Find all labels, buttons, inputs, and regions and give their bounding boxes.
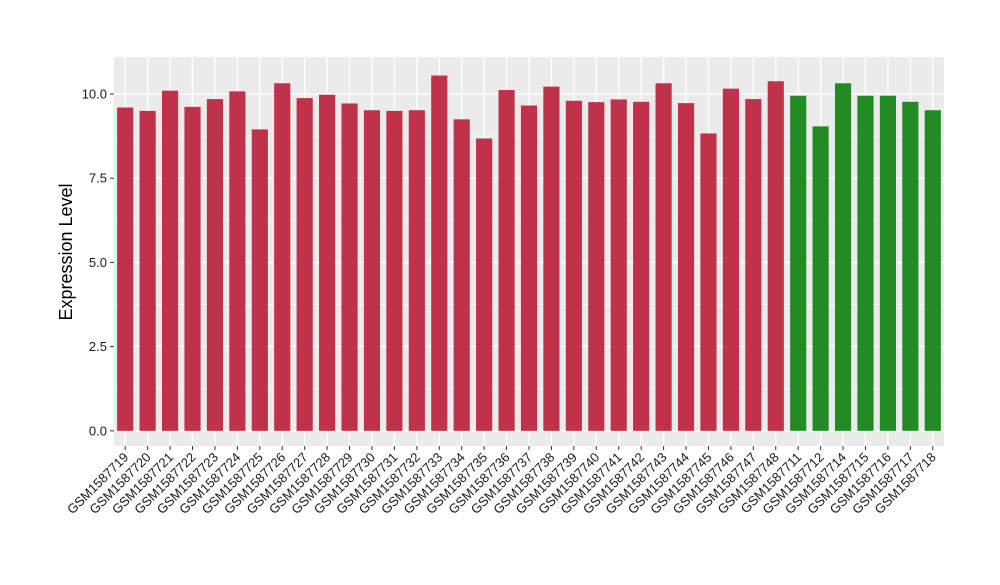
- bar-GSM1587727: [296, 98, 313, 431]
- bar-GSM1587744: [677, 103, 695, 431]
- bar-GSM1587729: [341, 103, 358, 431]
- bar-GSM1587742: [633, 101, 650, 431]
- bar-GSM1587748: [767, 81, 784, 431]
- y-tick-label: 10.0: [82, 87, 107, 102]
- y-tick-label: 0.0: [89, 423, 107, 438]
- bar-GSM1587741: [610, 99, 627, 431]
- bar-GSM1587717: [902, 101, 919, 431]
- bar-GSM1587734: [453, 119, 470, 431]
- bar-GSM1587716: [879, 95, 896, 431]
- bar-GSM1587719: [117, 107, 134, 431]
- bar-GSM1587718: [924, 110, 941, 431]
- y-axis: 0.0 2.5 5.0 7.5 10.0: [82, 87, 114, 438]
- bar-GSM1587736: [498, 90, 515, 431]
- bar-GSM1587714: [834, 83, 852, 431]
- bar-GSM1587732: [408, 110, 425, 431]
- y-tick-label: 5.0: [89, 255, 107, 270]
- y-tick-label: 2.5: [89, 339, 107, 354]
- bar-GSM1587733: [431, 75, 448, 431]
- bar-GSM1587743: [655, 83, 672, 431]
- bar-GSM1587731: [386, 110, 403, 431]
- bar-GSM1587730: [363, 110, 381, 431]
- bar-GSM1587737: [520, 105, 538, 431]
- bar-GSM1587724: [229, 91, 246, 431]
- bar-GSM1587721: [162, 90, 179, 431]
- y-tick-label: 7.5: [89, 171, 107, 186]
- bar-GSM1587712: [812, 126, 829, 431]
- bar-GSM1587723: [206, 99, 224, 431]
- bar-GSM1587739: [565, 100, 582, 431]
- bar-GSM1587725: [251, 129, 268, 431]
- y-axis-title: Expression Level: [56, 183, 76, 320]
- bar-GSM1587711: [790, 95, 807, 431]
- bar-GSM1587747: [745, 99, 762, 431]
- bar-GSM1587746: [722, 88, 739, 431]
- bar-GSM1587735: [476, 138, 493, 431]
- bars: [117, 75, 941, 431]
- x-axis: GSM1587719GSM1587720GSM1587721GSM1587722…: [64, 446, 939, 517]
- bar-GSM1587728: [319, 94, 336, 431]
- bar-GSM1587740: [588, 102, 605, 431]
- bar-GSM1587738: [543, 86, 560, 431]
- bar-GSM1587720: [139, 110, 156, 431]
- bar-GSM1587745: [700, 133, 717, 431]
- bar-GSM1587715: [857, 95, 874, 431]
- bar-GSM1587726: [274, 83, 291, 431]
- bar-GSM1587722: [184, 106, 201, 431]
